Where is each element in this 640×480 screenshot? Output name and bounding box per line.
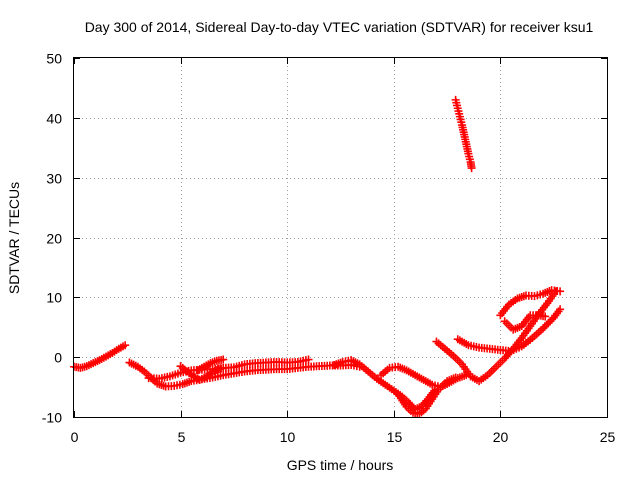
series-arc-5 [193, 355, 228, 375]
y-axis-label: SDTVAR / TECUs [6, 182, 22, 294]
data-point [304, 355, 313, 364]
series-arc-3 [144, 355, 313, 383]
data-point [539, 324, 548, 333]
y-tick-label: 40 [46, 111, 62, 127]
series-arc-12 [500, 311, 550, 334]
x-tick-labels: 0 5 10 15 20 25 [71, 429, 616, 445]
x-tick-label: 15 [387, 429, 403, 445]
series-arc-13 [451, 95, 476, 173]
series-arc-6 [330, 356, 439, 414]
data-point [467, 164, 476, 173]
x-axis-label: GPS time / hours [287, 457, 394, 473]
data-point [219, 363, 228, 372]
y-tick-labels: -10 0 10 20 30 40 50 [42, 51, 62, 426]
data-point [556, 305, 565, 314]
x-tick-label: 5 [178, 429, 186, 445]
y-tick-label: 0 [54, 350, 62, 366]
y-tick-label: 30 [46, 171, 62, 187]
data-point [540, 322, 549, 331]
x-tick-label: 25 [600, 429, 616, 445]
x-tick-label: 0 [71, 429, 79, 445]
series-arc-8 [394, 373, 460, 419]
data-point [451, 373, 460, 382]
y-tick-label: -10 [42, 410, 62, 426]
data-points [70, 95, 565, 419]
data-point [121, 341, 130, 350]
y-tick-label: 10 [46, 290, 62, 306]
data-point [541, 312, 550, 321]
data-point [219, 355, 228, 364]
series-arc-4 [176, 362, 228, 384]
data-point [542, 320, 551, 329]
y-tick-label: 50 [46, 51, 62, 67]
series-arc-9 [432, 287, 560, 386]
data-point [546, 317, 555, 326]
series-arc-10 [453, 305, 565, 356]
y-tick-label: 20 [46, 231, 62, 247]
plot-frame [73, 57, 608, 418]
x-tick-label: 10 [280, 429, 296, 445]
series-arc-1 [70, 341, 130, 372]
x-tick-label: 20 [493, 429, 509, 445]
data-point [556, 287, 565, 296]
series-arc-11 [496, 286, 565, 320]
axis-ticks [74, 58, 608, 418]
chart-title: Day 300 of 2014, Sidereal Day-to-day VTE… [85, 19, 594, 35]
data-point [544, 319, 553, 328]
